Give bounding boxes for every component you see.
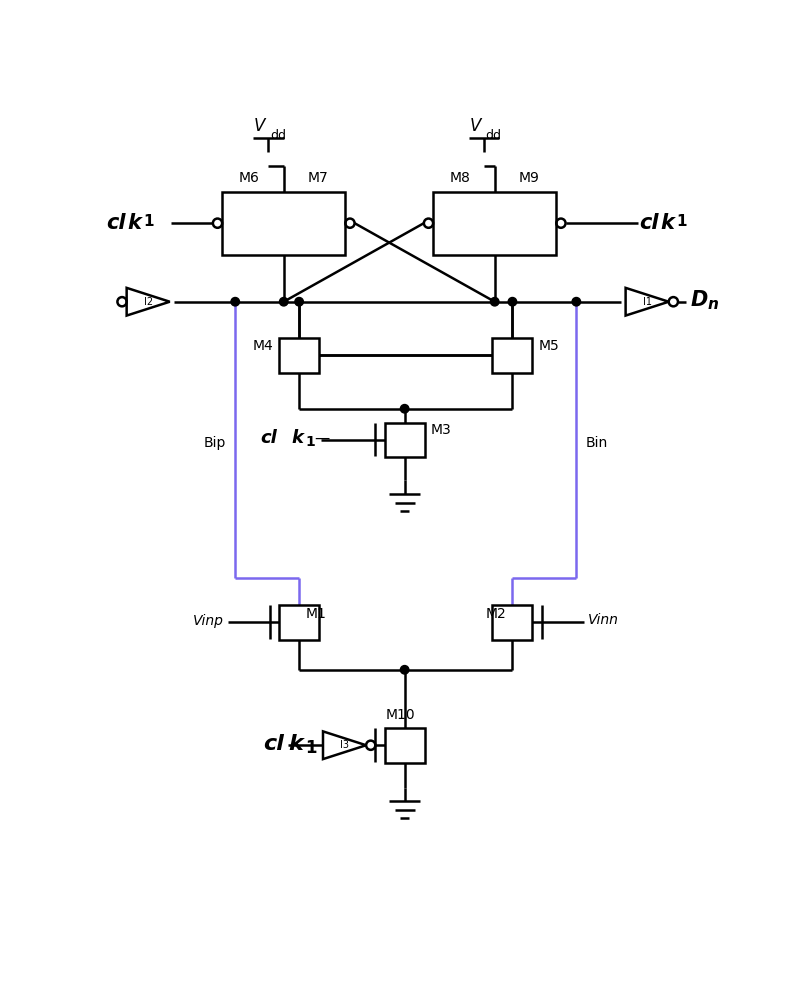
Bar	[222, 192, 345, 255]
Bar	[385, 728, 425, 763]
Text: M2: M2	[485, 607, 506, 621]
Bar	[385, 423, 425, 457]
Text: dd: dd	[485, 129, 501, 142]
Circle shape	[280, 297, 288, 306]
Text: I2: I2	[143, 297, 153, 307]
Text: M4: M4	[252, 339, 273, 353]
Text: k: k	[128, 213, 141, 233]
Text: Bip: Bip	[203, 436, 226, 450]
Text: cl: cl	[264, 734, 284, 754]
Bar	[433, 192, 556, 255]
Polygon shape	[626, 288, 669, 316]
Text: 1: 1	[305, 435, 315, 449]
Text: Vinn: Vinn	[588, 613, 619, 628]
Text: cl: cl	[106, 213, 126, 233]
Circle shape	[400, 405, 409, 413]
Circle shape	[572, 297, 581, 306]
Circle shape	[400, 666, 409, 674]
Text: dd: dd	[269, 129, 286, 142]
Text: n: n	[707, 297, 718, 312]
Polygon shape	[323, 731, 366, 759]
Text: M10: M10	[386, 708, 415, 722]
Text: M6: M6	[239, 171, 260, 185]
Text: Vinp: Vinp	[193, 613, 224, 628]
Text: —: —	[314, 431, 330, 446]
Bar	[492, 338, 533, 373]
Text: cl: cl	[261, 429, 277, 447]
Text: I3: I3	[340, 740, 349, 750]
Text: I1: I1	[643, 297, 652, 307]
Text: Bin: Bin	[585, 436, 608, 450]
Text: M8: M8	[450, 171, 470, 185]
Bar	[279, 605, 319, 640]
Text: k: k	[288, 734, 303, 754]
Text: M3: M3	[431, 423, 452, 437]
Circle shape	[490, 297, 499, 306]
Text: 1: 1	[676, 214, 687, 229]
Text: cl: cl	[640, 213, 659, 233]
Polygon shape	[127, 288, 169, 316]
Circle shape	[295, 297, 303, 306]
Text: k: k	[292, 429, 303, 447]
Text: M7: M7	[308, 171, 329, 185]
Text: M9: M9	[519, 171, 540, 185]
Bar	[279, 338, 319, 373]
Text: V: V	[470, 117, 481, 135]
Text: D: D	[690, 290, 708, 310]
Text: V: V	[254, 117, 266, 135]
Circle shape	[231, 297, 240, 306]
Text: M1: M1	[305, 607, 326, 621]
Text: 1: 1	[143, 214, 154, 229]
Text: 1: 1	[305, 739, 317, 757]
Text: k: k	[660, 213, 675, 233]
Circle shape	[508, 297, 517, 306]
Text: M5: M5	[539, 339, 559, 353]
Bar	[492, 605, 533, 640]
